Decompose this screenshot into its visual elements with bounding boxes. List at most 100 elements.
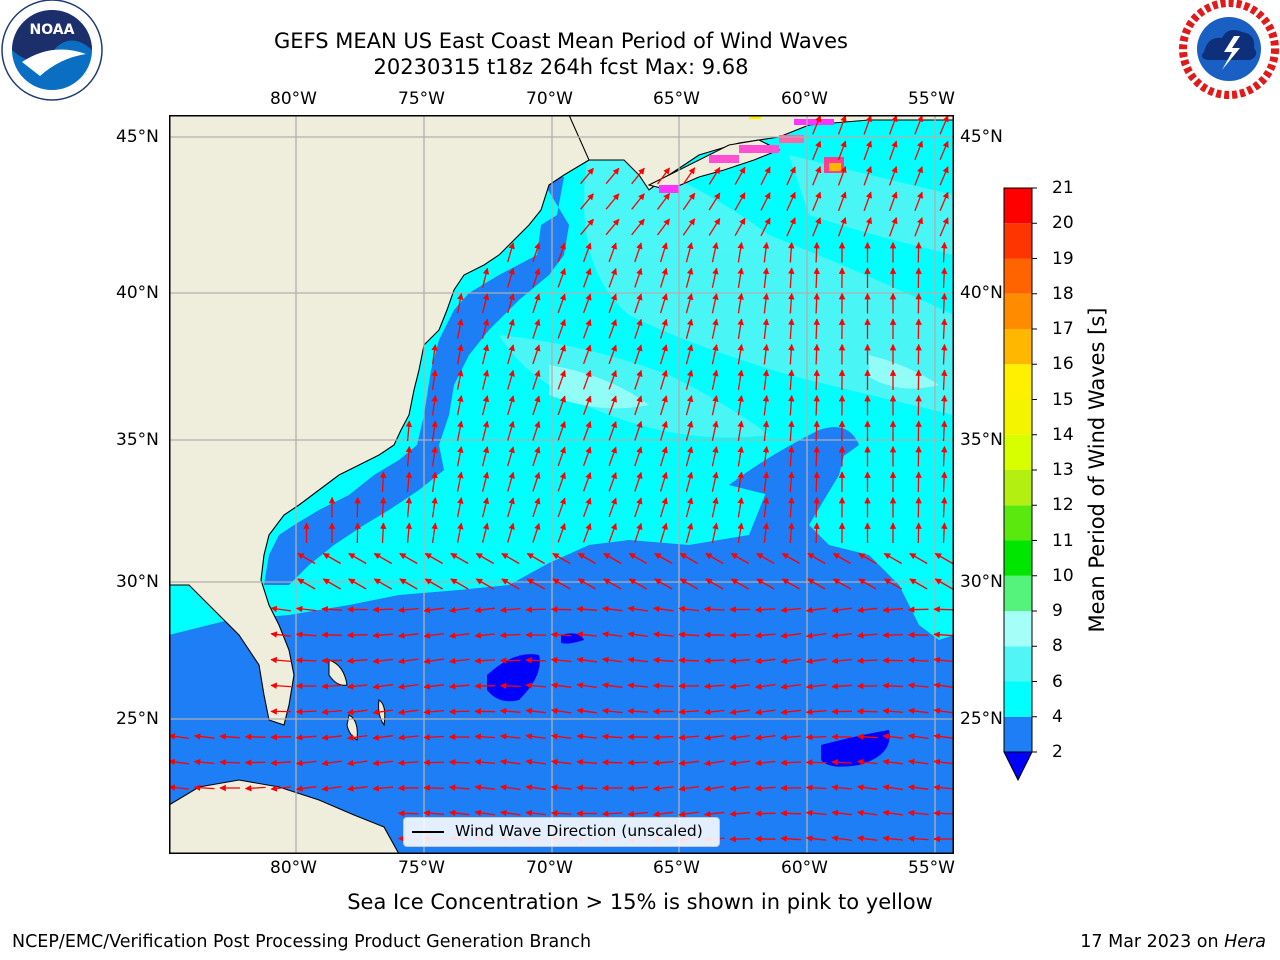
wind-wave-arrow xyxy=(856,606,878,614)
wind-wave-arrow xyxy=(703,606,725,613)
wind-wave-arrow xyxy=(601,707,623,715)
southern-region-2-4 xyxy=(169,435,954,854)
wind-wave-arrow xyxy=(270,682,292,689)
wind-wave-arrow xyxy=(601,810,623,817)
wind-wave-arrow xyxy=(608,369,617,390)
wind-wave-arrow xyxy=(627,631,648,638)
wind-wave-arrow xyxy=(627,682,649,689)
wind-wave-arrow xyxy=(788,241,795,263)
wind-wave-arrow xyxy=(379,471,387,493)
wind-wave-arrow xyxy=(856,708,878,715)
colorbar-tick-label: 4 xyxy=(1052,706,1063,727)
wind-wave-arrow xyxy=(786,191,796,211)
wind-wave-arrow xyxy=(456,369,464,390)
colorbar-under-extension xyxy=(1003,751,1033,782)
wind-wave-arrow xyxy=(729,785,750,792)
wind-wave-arrow xyxy=(550,810,572,817)
colorbar-segment-6-8 xyxy=(1004,646,1032,682)
wind-wave-arrow xyxy=(295,708,317,715)
wind-wave-arrow xyxy=(652,631,674,638)
wind-wave-arrow xyxy=(754,759,776,767)
wind-wave-arrow xyxy=(788,445,795,467)
colorbar-tick-label: 21 xyxy=(1052,178,1074,198)
wind-wave-arrow xyxy=(634,497,643,518)
wind-wave-arrow xyxy=(481,446,490,467)
wind-wave-arrow xyxy=(659,369,668,390)
wind-wave-arrow xyxy=(909,578,928,590)
wind-wave-arrow xyxy=(856,835,878,842)
wind-wave-arrow xyxy=(576,631,597,638)
wind-wave-arrow xyxy=(423,708,445,716)
wind-wave-arrow xyxy=(557,369,566,390)
colorbar-tick-label: 11 xyxy=(1052,530,1074,551)
wind-wave-arrow xyxy=(448,809,470,817)
wind-wave-arrow xyxy=(652,785,674,792)
wind-wave-arrow xyxy=(346,785,368,792)
wind-wave-arrow xyxy=(780,606,801,614)
wind-wave-arrow xyxy=(882,682,904,690)
wind-wave-arrow xyxy=(525,606,547,613)
wind-wave-arrow xyxy=(474,606,495,614)
wind-wave-arrow xyxy=(805,632,827,639)
wind-wave-arrow xyxy=(652,605,674,613)
wind-wave-arrow xyxy=(474,733,496,740)
southern-patch-2-4 xyxy=(729,427,859,495)
wind-wave-arrow xyxy=(837,216,847,237)
wind-wave-arrow xyxy=(582,369,592,390)
wind-wave-arrow xyxy=(557,497,566,518)
wind-wave-arrow xyxy=(780,708,801,716)
wind-wave-arrow xyxy=(582,318,592,339)
colorbar-tick-label: 15 xyxy=(1052,389,1074,410)
wind-wave-arrow xyxy=(762,471,770,492)
wind-wave-arrow xyxy=(654,578,673,590)
wind-wave-arrow xyxy=(837,140,847,161)
wind-wave-arrow xyxy=(634,446,643,467)
wind-wave-arrow xyxy=(659,497,668,518)
wind-wave-arrow xyxy=(605,218,620,236)
wind-wave-arrow xyxy=(678,810,699,818)
wind-wave-arrow xyxy=(837,115,847,135)
wind-wave-arrow xyxy=(682,167,696,185)
colorbar-tick-label: 13 xyxy=(1052,460,1074,480)
wind-wave-arrow xyxy=(888,191,898,212)
wind-wave-arrow xyxy=(526,552,546,565)
land-cuba xyxy=(169,779,400,854)
wind-wave-arrow xyxy=(405,420,413,442)
wind-wave-arrow xyxy=(532,497,541,518)
wind-wave-arrow xyxy=(576,707,597,715)
wind-wave-arrow xyxy=(507,522,515,543)
wind-wave-arrow xyxy=(608,318,617,339)
wind-wave-arrow xyxy=(448,784,470,791)
wind-wave-arrow xyxy=(582,344,592,365)
wind-wave-arrow xyxy=(557,293,566,314)
wind-wave-arrow xyxy=(737,471,744,493)
wind-wave-arrow xyxy=(907,784,929,791)
wind-wave-arrow xyxy=(888,165,898,186)
wind-wave-arrow xyxy=(605,193,620,210)
wind-wave-arrow xyxy=(685,497,694,518)
wind-wave-arrow xyxy=(882,758,903,766)
wind-wave-arrow xyxy=(703,759,725,767)
period-6-9-patches xyxy=(499,145,954,438)
wind-wave-arrow xyxy=(705,552,724,565)
wind-wave-arrow xyxy=(321,759,342,767)
wind-wave-arrow xyxy=(582,497,592,518)
wind-wave-arrow xyxy=(832,578,852,590)
wind-wave-arrow xyxy=(627,759,649,766)
colorbar-label: Mean Period of Wind Waves [s] xyxy=(1085,307,1109,633)
wind-wave-arrow xyxy=(532,267,541,288)
wind-wave-arrow xyxy=(270,733,292,741)
wind-wave-arrow xyxy=(940,241,948,263)
wind-wave-arrow xyxy=(788,496,795,518)
wind-wave-arrow xyxy=(397,683,419,690)
wind-wave-arrow xyxy=(499,682,521,690)
lon-label-top-65w: 65°W xyxy=(653,89,700,109)
wind-wave-arrow xyxy=(737,522,744,544)
wind-wave-arrow xyxy=(685,344,694,365)
wind-wave-arrow xyxy=(603,552,622,565)
period-8-9-patches xyxy=(549,355,939,409)
wind-wave-arrow xyxy=(448,759,470,766)
wind-wave-arrow xyxy=(678,759,699,767)
wind-wave-arrow xyxy=(754,632,776,639)
wind-wave-arrow xyxy=(321,631,343,639)
